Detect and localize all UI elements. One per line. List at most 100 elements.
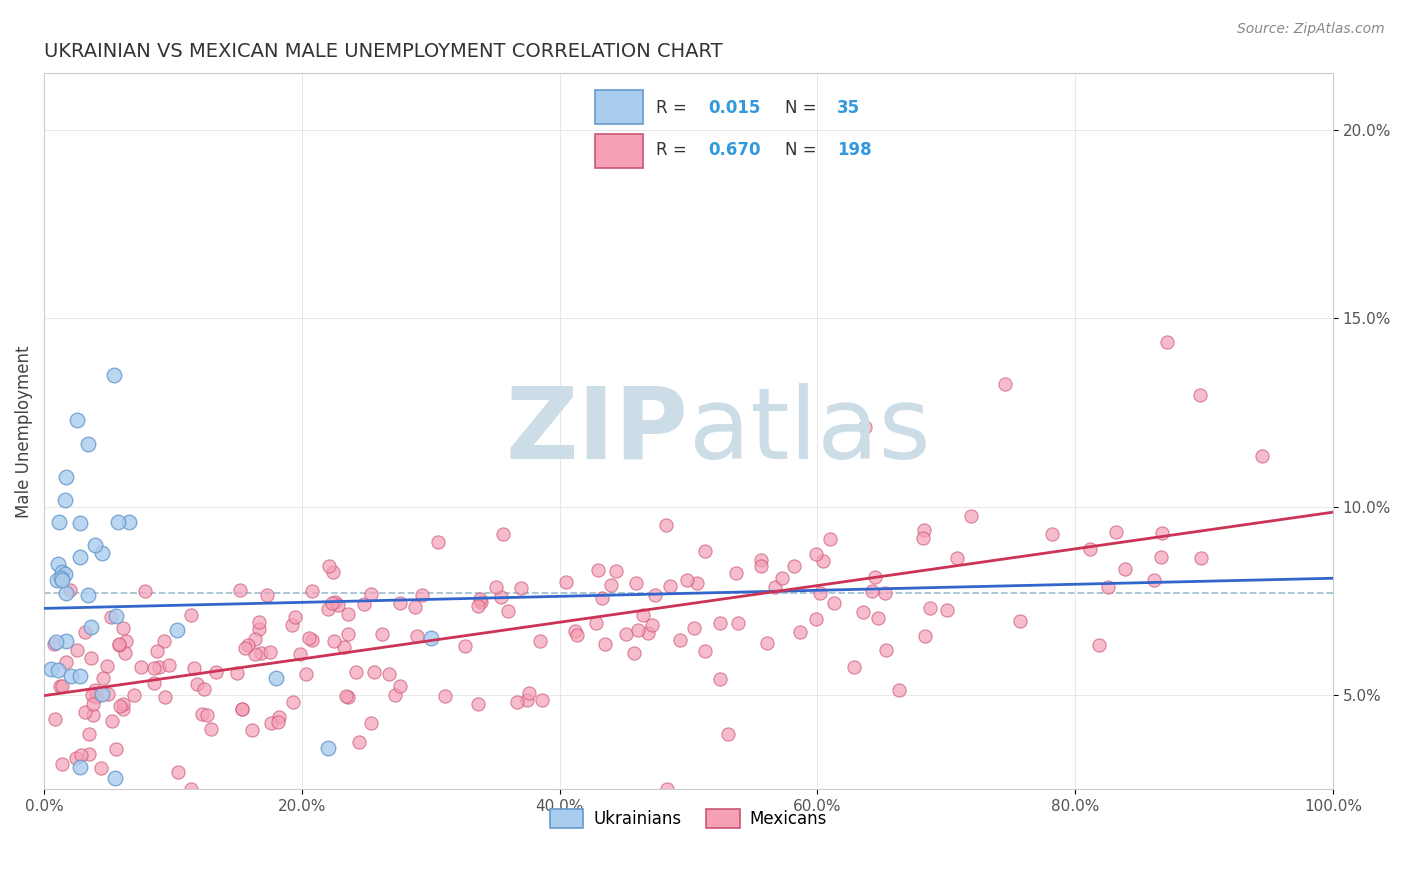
Point — [84, 682, 107, 697]
Point — [627, 623, 650, 637]
Point — [283, 695, 305, 709]
Point — [82, 688, 104, 702]
Point — [100, 610, 122, 624]
Point — [565, 628, 588, 642]
Point — [321, 596, 343, 610]
Point — [804, 547, 827, 561]
Point — [51, 565, 73, 579]
Point — [318, 558, 340, 573]
Point — [59, 668, 82, 682]
Point — [91, 687, 114, 701]
Point — [591, 591, 613, 605]
Point — [191, 706, 214, 721]
Point — [994, 377, 1017, 392]
Text: Source: ZipAtlas.com: Source: ZipAtlas.com — [1237, 22, 1385, 37]
Point — [264, 671, 287, 685]
Point — [48, 515, 70, 529]
Point — [301, 632, 323, 647]
Point — [419, 631, 441, 645]
Point — [66, 413, 89, 427]
Point — [76, 436, 98, 450]
Point — [470, 591, 492, 606]
Point — [82, 708, 104, 723]
Point — [114, 646, 136, 660]
Point — [631, 608, 654, 623]
Point — [48, 679, 70, 693]
Point — [1040, 526, 1063, 541]
Point — [353, 597, 375, 611]
Point — [183, 661, 205, 675]
Point — [129, 660, 152, 674]
Point — [267, 715, 290, 730]
Point — [51, 679, 73, 693]
Point — [405, 630, 427, 644]
Point — [823, 596, 845, 610]
Point — [789, 624, 811, 639]
Point — [811, 554, 834, 568]
Point — [284, 610, 307, 624]
Point — [233, 640, 256, 655]
Point — [46, 557, 69, 571]
Point — [186, 677, 208, 691]
Point — [46, 663, 69, 677]
Point — [844, 660, 866, 674]
Point — [250, 646, 273, 660]
Point — [404, 600, 426, 615]
Point — [69, 759, 91, 773]
Point — [875, 642, 897, 657]
Point — [73, 705, 96, 719]
Point — [240, 723, 263, 738]
Point — [337, 690, 360, 705]
Point — [55, 655, 77, 669]
Point — [946, 550, 969, 565]
Point — [205, 665, 228, 680]
Point — [865, 569, 887, 583]
Point — [749, 559, 772, 574]
Point — [378, 666, 401, 681]
Point — [727, 615, 749, 630]
Point — [724, 566, 747, 580]
Point — [1189, 551, 1212, 566]
Point — [371, 627, 394, 641]
Point — [887, 682, 910, 697]
Point — [640, 618, 662, 632]
Point — [709, 615, 731, 630]
Point — [76, 589, 98, 603]
Point — [388, 679, 411, 693]
Point — [336, 607, 359, 621]
Point — [659, 579, 682, 593]
Point — [808, 585, 831, 599]
Point — [69, 516, 91, 531]
Point — [104, 741, 127, 756]
Point — [108, 638, 131, 652]
Point — [55, 469, 77, 483]
Point — [84, 690, 107, 704]
Point — [626, 575, 648, 590]
Point — [79, 620, 101, 634]
Point — [326, 599, 349, 613]
Point — [104, 771, 127, 785]
Point — [860, 583, 883, 598]
Point — [693, 544, 716, 558]
Point — [59, 583, 82, 598]
Point — [709, 673, 731, 687]
Point — [143, 661, 166, 675]
Point — [389, 596, 412, 610]
Point — [142, 675, 165, 690]
Point — [91, 546, 114, 560]
Point — [243, 647, 266, 661]
Point — [427, 535, 450, 549]
Point — [134, 584, 156, 599]
Point — [323, 634, 346, 648]
Point — [496, 604, 519, 618]
Point — [51, 571, 73, 585]
Point — [318, 602, 340, 616]
Point — [920, 600, 942, 615]
Point — [770, 570, 793, 584]
Point — [51, 756, 73, 771]
Point — [322, 565, 344, 579]
Point — [226, 665, 249, 680]
Point — [44, 713, 66, 727]
Point — [166, 765, 188, 780]
Point — [53, 566, 76, 581]
